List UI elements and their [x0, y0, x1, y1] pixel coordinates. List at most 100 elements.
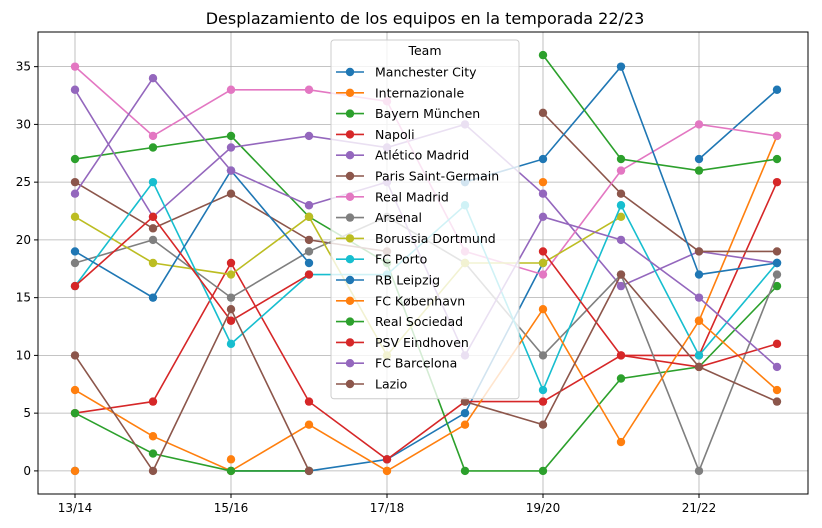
y-tick-label: 0: [23, 464, 31, 478]
legend-label: PSV Eindhoven: [375, 335, 469, 350]
data-point: [148, 74, 158, 83]
data-point: [148, 224, 158, 233]
data-point: [538, 420, 548, 429]
series: [70, 50, 782, 476]
data-point: [148, 397, 158, 406]
data-point: [148, 432, 158, 441]
legend-item: PSV Eindhoven: [336, 335, 469, 350]
legend-label: Lazio: [375, 377, 407, 392]
data-point: [148, 235, 158, 245]
data-point: [616, 235, 626, 245]
data-point: [382, 466, 392, 476]
legend-marker: [345, 296, 355, 305]
data-point: [226, 305, 236, 314]
series: [70, 212, 782, 372]
data-point: [70, 189, 80, 198]
data-point: [772, 385, 782, 395]
series-line: [74, 215, 778, 368]
data-point: [772, 154, 782, 164]
legend-label: Borussia Dortmund: [375, 231, 496, 246]
legend-item: Lazio: [336, 377, 407, 392]
data-point: [694, 293, 704, 302]
data-point: [148, 466, 158, 476]
data-point: [148, 293, 158, 302]
legend-item: Bayern München: [336, 106, 480, 121]
legend-item: FC Barcelona: [336, 356, 457, 371]
data-point: [616, 437, 626, 447]
y-tick-label: 15: [16, 291, 31, 305]
y-tick-label: 5: [23, 406, 31, 420]
series-line: [74, 307, 778, 472]
data-point: [226, 131, 236, 141]
legend-marker: [345, 338, 355, 347]
data-point: [226, 143, 236, 152]
data-point: [538, 351, 548, 360]
data-point: [70, 281, 80, 291]
legend-item: Paris Saint-Germain: [336, 169, 499, 184]
data-point: [226, 258, 236, 268]
legend-marker: [345, 255, 355, 264]
legend-marker: [345, 151, 355, 160]
data-point: [226, 339, 236, 349]
x-tick-label: 13/14: [58, 501, 93, 515]
y-tick-label: 25: [16, 175, 31, 189]
data-point: [694, 316, 704, 325]
data-point: [460, 408, 470, 418]
y-axis: 0 5 10 15 20 25 30 35: [16, 60, 38, 478]
data-point: [694, 466, 704, 476]
data-point: [304, 258, 314, 268]
data-point: [226, 455, 236, 464]
data-point: [694, 362, 704, 372]
data-point: [70, 154, 80, 164]
x-axis: 13/14 15/16 17/18 19/20 21/22: [58, 494, 716, 515]
legend-item: Napoli: [336, 127, 415, 142]
data-point: [538, 50, 548, 60]
legend-label: Real Madrid: [375, 189, 449, 204]
data-point: [304, 235, 314, 245]
data-point: [772, 397, 782, 406]
data-point: [538, 397, 548, 406]
data-point: [304, 397, 314, 406]
data-point: [772, 85, 782, 94]
data-point: [694, 166, 704, 175]
legend-marker: [345, 317, 355, 326]
data-point: [226, 270, 236, 279]
data-point: [616, 154, 626, 164]
data-point: [70, 466, 80, 476]
legend-item: RB Leipzig: [336, 273, 440, 288]
x-tick-label: 17/18: [370, 501, 405, 515]
y-tick-label: 35: [16, 60, 31, 74]
data-point: [616, 270, 626, 279]
data-point: [304, 466, 314, 476]
legend-label: Arsenal: [375, 210, 422, 225]
data-point: [538, 177, 548, 187]
data-point: [304, 212, 314, 221]
data-point: [226, 166, 236, 175]
legend-item: Internazionale: [336, 85, 464, 100]
data-point: [694, 351, 704, 360]
legend-marker: [345, 192, 355, 201]
data-point: [616, 166, 626, 175]
data-point: [70, 85, 80, 94]
data-point: [616, 212, 626, 221]
data-point: [148, 131, 158, 141]
data-point: [616, 189, 626, 198]
legend-label: Real Sociedad: [375, 314, 463, 329]
data-point: [772, 177, 782, 187]
data-point: [460, 397, 470, 406]
data-point: [538, 189, 548, 198]
legend-marker: [345, 109, 355, 118]
data-point: [694, 120, 704, 129]
data-point: [148, 177, 158, 187]
legend-marker: [345, 275, 355, 285]
series: [70, 270, 782, 476]
legend-box: [330, 39, 520, 400]
data-point: [538, 305, 548, 314]
data-point: [70, 247, 80, 256]
legend-item: Atlético Madrid: [336, 148, 469, 163]
legend-label: FC Porto: [375, 252, 427, 267]
data-point: [70, 258, 80, 268]
data-point: [694, 247, 704, 256]
legend-item: Borussia Dortmund: [336, 231, 496, 246]
